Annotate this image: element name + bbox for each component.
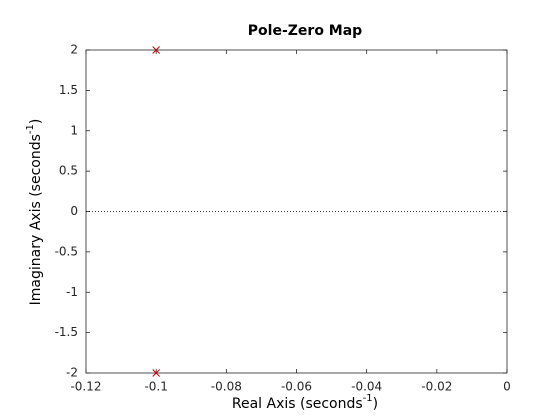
x-tick-label: -0.12 [70,380,101,394]
x-label-tail: ) [373,396,378,412]
x-label-text: Real Axis (seconds [232,396,363,412]
y-tick-label: 0.5 [59,164,78,178]
x-tick-label: -0.08 [211,380,242,394]
pole-marker [152,46,161,54]
y-tick-label: -2 [66,366,78,380]
pole-marker [152,369,161,377]
y-tick-label: 0 [70,204,78,218]
y-tick-label: -0.5 [55,244,78,258]
y-axis-label: Imaginary Axis (seconds-1) [25,119,44,306]
y-label-tail: ) [28,119,44,124]
y-tick-label: -1.5 [55,325,78,339]
x-axis-label: Real Axis (seconds-1) [232,393,378,412]
x-label-sup: -1 [363,393,373,404]
x-tick-label: -0.02 [421,380,452,394]
y-tick-label: 1.5 [59,83,78,97]
x-tick-label: -0.06 [281,380,312,394]
chart-title: Pole-Zero Map [248,23,362,39]
x-tick-label: -0.1 [144,380,167,394]
y-label-text: Imaginary Axis (seconds [28,134,44,305]
x-tick-label: 0 [503,380,511,394]
y-tick-label: 2 [70,43,78,57]
y-tick-label: 1 [70,123,78,137]
y-tick-label: -1 [66,285,78,299]
y-label-sup: -1 [25,124,36,134]
x-tick-label: -0.04 [351,380,382,394]
